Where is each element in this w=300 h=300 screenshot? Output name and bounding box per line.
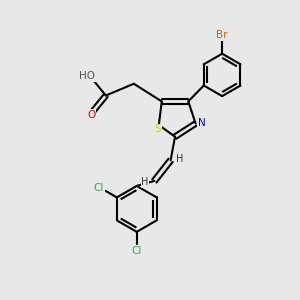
Text: O: O [87, 110, 95, 120]
Text: H: H [141, 177, 149, 188]
Text: N: N [198, 118, 206, 128]
Text: H: H [176, 154, 184, 164]
Text: Cl: Cl [93, 183, 104, 193]
Text: S: S [154, 124, 161, 134]
Text: Br: Br [216, 31, 228, 40]
Text: HO: HO [79, 71, 95, 81]
Text: Cl: Cl [132, 246, 142, 256]
